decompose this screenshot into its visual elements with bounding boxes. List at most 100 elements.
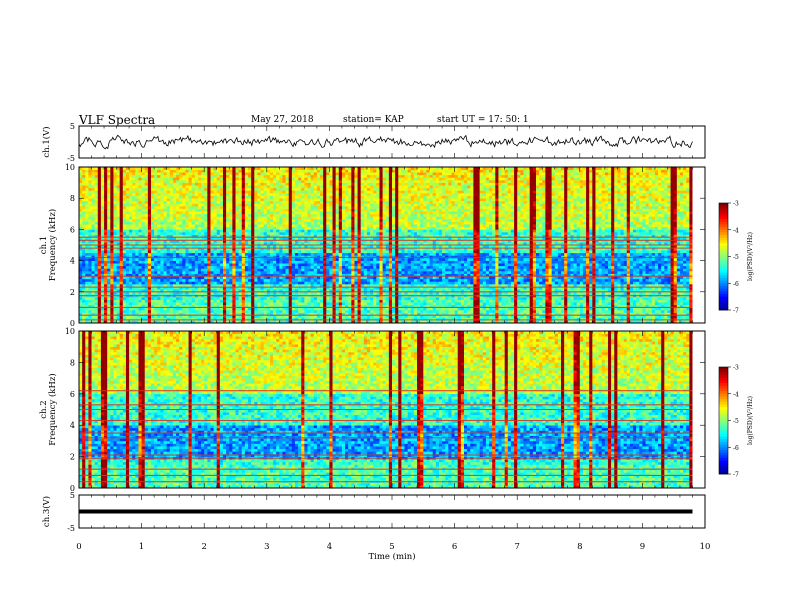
colorbar-tick-label: -7 — [733, 472, 739, 479]
ch1-spectrogram-ylabel: ch.1 — [39, 236, 49, 254]
ch3-waveform-panel: 5 -5 ch.3(V) — [41, 491, 706, 533]
colorbar-segment — [719, 208, 728, 212]
ch1-spectrogram-panel: 0 2 4 6 8 10 ch.1 Frequency (kHz) -3 -4 -5 -6 -7 log(… — [39, 163, 754, 328]
colorbar-segment — [719, 457, 728, 462]
colorbar-tick-label: -4 — [733, 227, 739, 234]
ch1-waveform-panel: 5 -5 ch.1(V) — [41, 122, 706, 163]
colorbar-segment — [719, 433, 728, 437]
colorbar-segment — [719, 439, 728, 443]
colorbar-segment — [719, 245, 728, 249]
date-label: May 27, 2018 — [251, 115, 314, 125]
colorbar-segment — [719, 393, 728, 397]
y-tick-label: 10 — [65, 327, 75, 336]
colorbar-segment — [719, 203, 728, 207]
colorbar-tick-label: -3 — [733, 201, 739, 208]
colorbar-segment — [719, 407, 728, 411]
colorbar-label: log(PSD)(V²/Hz) — [747, 396, 754, 445]
start-time-label: start UT = 17: 50: 1 — [437, 115, 529, 125]
no-data-region — [692, 167, 705, 323]
colorbar-segment — [719, 288, 728, 292]
y-tick-label: 6 — [70, 225, 75, 234]
colorbar-segment — [719, 301, 728, 306]
x-tick-label: 8 — [577, 542, 582, 552]
time-axis: 0 1 2 3 4 5 6 7 8 9 10 Time (min) — [76, 542, 710, 562]
y-tick-label: 5 — [70, 491, 75, 500]
x-tick-label: 6 — [452, 542, 457, 552]
colorbar-segment — [719, 401, 728, 405]
colorbar-segment — [719, 369, 728, 373]
ch1-trace — [79, 134, 693, 150]
spectrogram-cells — [79, 331, 693, 489]
colorbar-segment — [719, 367, 728, 371]
colorbar-segment — [719, 380, 728, 384]
colorbar-segment — [719, 216, 728, 220]
colorbar-tick-label: -5 — [733, 418, 739, 425]
colorbar-segment — [719, 404, 728, 408]
colorbar-segment — [719, 299, 728, 303]
colorbar-segment — [719, 285, 728, 289]
colorbar-segment — [719, 409, 728, 413]
colorbar-tick-label: -6 — [733, 445, 739, 452]
colorbar-segment — [719, 428, 728, 432]
x-tick-label: 3 — [264, 542, 269, 552]
y-tick-label: 2 — [70, 453, 75, 462]
y-tick-label: 10 — [65, 163, 75, 172]
colorbar-segment — [719, 243, 728, 247]
colorbar-segment — [719, 259, 728, 263]
colorbar-segment — [719, 269, 728, 273]
colorbar-segment — [719, 283, 728, 287]
colorbar-segment — [719, 221, 728, 225]
colorbar-segment — [719, 229, 728, 233]
colorbar-segment — [719, 425, 728, 429]
colorbar-tick-label: -7 — [733, 308, 739, 315]
x-tick-label: 9 — [640, 542, 645, 552]
colorbar-segment — [719, 293, 728, 298]
colorbar-tick-label: -4 — [733, 391, 739, 398]
colorbar-segment — [719, 240, 728, 244]
colorbar-segment — [719, 280, 728, 284]
colorbar-segment — [719, 415, 728, 419]
colorbar-segment — [719, 471, 728, 475]
colorbar-segment — [719, 304, 728, 308]
colorbar-segment — [719, 219, 728, 223]
ch2-spectrogram-ylabel: Frequency (kHz) — [47, 373, 58, 445]
y-tick-label: 5 — [70, 122, 75, 131]
ch2-spectrogram-ylabel: ch.2 — [39, 400, 49, 418]
colorbar-segment — [719, 441, 728, 445]
colorbar-segment — [719, 417, 728, 421]
colorbar-segment — [719, 377, 728, 381]
no-data-region — [692, 331, 705, 488]
colorbar-segment — [719, 449, 728, 453]
colorbar-segment — [719, 455, 728, 459]
colorbar-tick-label: -5 — [733, 254, 739, 261]
colorbar-segment — [719, 256, 728, 260]
y-tick-label: -5 — [67, 524, 75, 533]
colorbar-segment — [719, 296, 728, 300]
colorbar-segment — [719, 261, 728, 265]
colorbar-segment — [719, 391, 728, 395]
y-tick-label: 4 — [70, 421, 75, 430]
colorbar-segment — [719, 460, 728, 464]
colorbar-segment — [719, 224, 728, 228]
colorbar-segment — [719, 465, 728, 470]
colorbar-segment — [719, 251, 728, 255]
colorbar-segment — [719, 388, 728, 392]
y-tick-label: 8 — [70, 358, 75, 367]
colorbar-segment — [719, 423, 728, 427]
x-tick-label: 10 — [700, 542, 711, 552]
ch2-spectrogram-panel: 0 2 4 6 8 10 ch.2 Frequency (kHz) -3 -4 -5 -6 -7 log(… — [39, 327, 754, 493]
colorbar-segment — [719, 385, 728, 389]
x-tick-label: 7 — [514, 542, 519, 552]
ch1-spectrogram-ylabel: Frequency (kHz) — [47, 209, 58, 281]
colorbar-segment — [719, 205, 728, 209]
colorbar-segment — [719, 237, 728, 241]
colorbar-segment — [719, 227, 728, 231]
x-tick-label: 5 — [389, 542, 394, 552]
y-tick-label: 2 — [70, 288, 75, 297]
x-tick-label: 0 — [76, 542, 81, 552]
station-label: station= KAP — [343, 115, 404, 125]
colorbar-segment — [719, 420, 728, 424]
x-tick-label: 2 — [201, 542, 206, 552]
colorbar-segment — [719, 452, 728, 456]
colorbar-label: log(PSD)(V²/Hz) — [747, 232, 754, 281]
